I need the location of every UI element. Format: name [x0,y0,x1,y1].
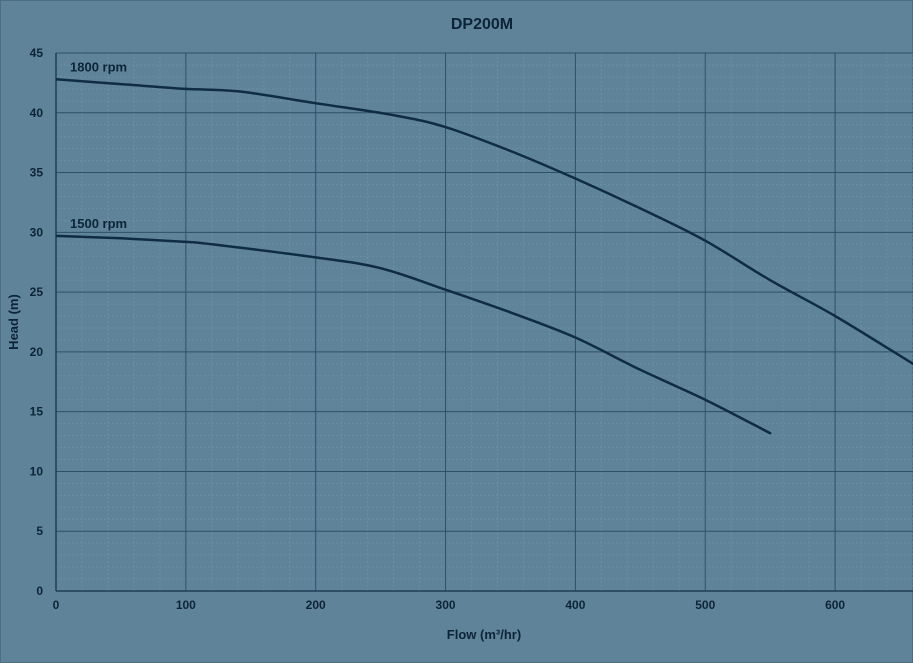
y-tick-label: 10 [30,464,44,478]
x-tick-label: 600 [825,598,845,612]
minor-grid [56,53,913,591]
y-axis-title: Head (m) [6,294,21,350]
y-tick-label: 5 [36,524,43,538]
y-tick-label: 25 [30,285,44,299]
y-tick-labels: 0 5 10 15 20 25 30 35 40 45 [30,46,44,598]
major-grid [56,52,913,591]
series-lines [56,78,913,435]
x-tick-labels: 0 100 200 300 400 500 600 [53,598,846,612]
y-tick-label: 30 [30,225,44,239]
x-axis-title: Flow (m³/hr) [447,627,521,642]
series-line-1800-rpm [56,78,913,366]
series-label-1800-rpm: 1800 rpm [70,59,127,74]
x-tick-label: 500 [695,598,715,612]
y-tick-label: 15 [30,405,44,419]
y-tick-label: 40 [30,106,44,120]
series-label-1500-rpm: 1500 rpm [70,216,127,231]
y-tick-label: 35 [30,166,44,180]
y-tick-label: 20 [30,345,44,359]
x-tick-label: 0 [53,598,60,612]
series-labels: 1800 rpm 1500 rpm [70,59,127,231]
y-tick-label: 0 [36,584,43,598]
chart-title: DP200M [451,16,513,33]
series-line-1500-rpm [56,234,772,435]
y-tick-label: 45 [30,46,44,60]
x-tick-label: 200 [306,598,326,612]
x-tick-label: 300 [436,598,456,612]
x-tick-label: 400 [565,598,585,612]
x-tick-label: 100 [176,598,196,612]
